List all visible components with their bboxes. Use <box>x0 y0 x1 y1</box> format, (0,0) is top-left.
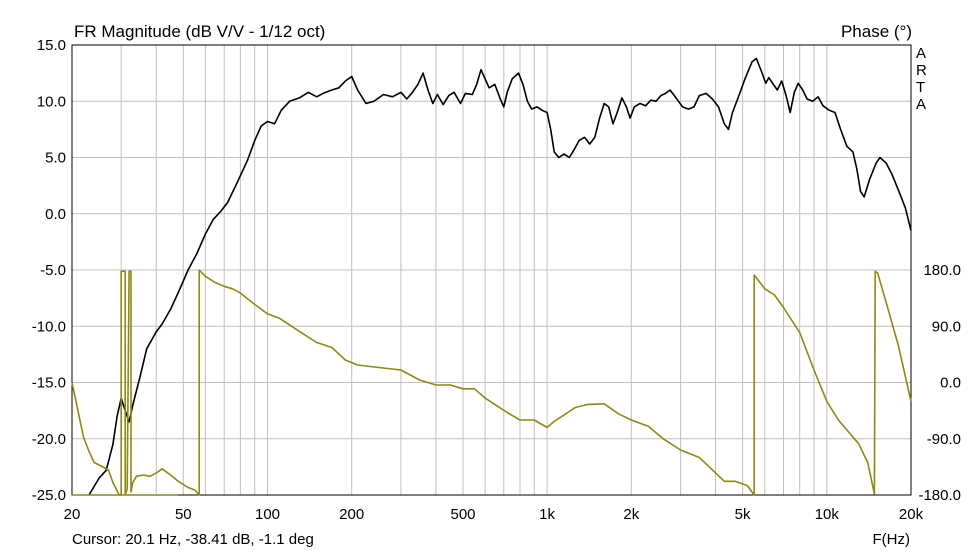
plot-frame <box>71 44 912 496</box>
y2-tick-label: -180.0 <box>918 487 961 504</box>
y-tick-label: -5.0 <box>40 262 66 279</box>
y-tick-label: -25.0 <box>32 487 66 504</box>
y-tick-label: -20.0 <box>32 431 66 448</box>
y2-tick-label: 90.0 <box>932 318 961 335</box>
x-tick-label: 5k <box>735 506 751 523</box>
watermark-letter: R <box>916 62 927 79</box>
cursor-readout: Cursor: 20.1 Hz, -38.41 dB, -1.1 deg <box>72 531 314 548</box>
y2-tick-label: 180.0 <box>923 262 961 279</box>
y-tick-label: 0.0 <box>45 206 66 223</box>
y-tick-label: 15.0 <box>37 37 66 54</box>
x-tick-label: 100 <box>255 506 280 523</box>
watermark-letter: T <box>916 79 925 96</box>
x-tick-label: 20 <box>64 506 81 523</box>
tick-labels: 15.0 10.0 5.0 0.0 -5.0 -10.0 -15.0 -20.0 -25.0 18… <box>32 37 961 523</box>
x-tick-label: 500 <box>450 506 475 523</box>
series-layer <box>71 57 912 496</box>
x-tick-label: 10k <box>815 506 840 523</box>
x-tick-label: 20k <box>899 506 924 523</box>
grid <box>72 45 911 495</box>
y-tick-label: -10.0 <box>32 318 66 335</box>
x-tick-label: 1k <box>539 506 555 523</box>
watermark-letter: A <box>916 96 926 113</box>
phase-series-line <box>71 269 912 496</box>
magnitude-series-line <box>88 57 912 496</box>
watermark-letter: A <box>916 45 926 62</box>
right-axis-title: Phase (°) <box>841 22 912 41</box>
x-tick-label: 50 <box>175 506 192 523</box>
x-tick-label: 200 <box>339 506 364 523</box>
y-tick-label: 10.0 <box>37 93 66 110</box>
x-tick-label: 2k <box>623 506 639 523</box>
x-axis-label: F(Hz) <box>873 531 911 548</box>
y2-tick-label: 0.0 <box>940 375 961 392</box>
y-tick-label: 5.0 <box>45 150 66 167</box>
y2-tick-label: -90.0 <box>927 431 961 448</box>
chart-title: FR Magnitude (dB V/V - 1/12 oct) <box>74 22 325 41</box>
y-tick-label: -15.0 <box>32 375 66 392</box>
